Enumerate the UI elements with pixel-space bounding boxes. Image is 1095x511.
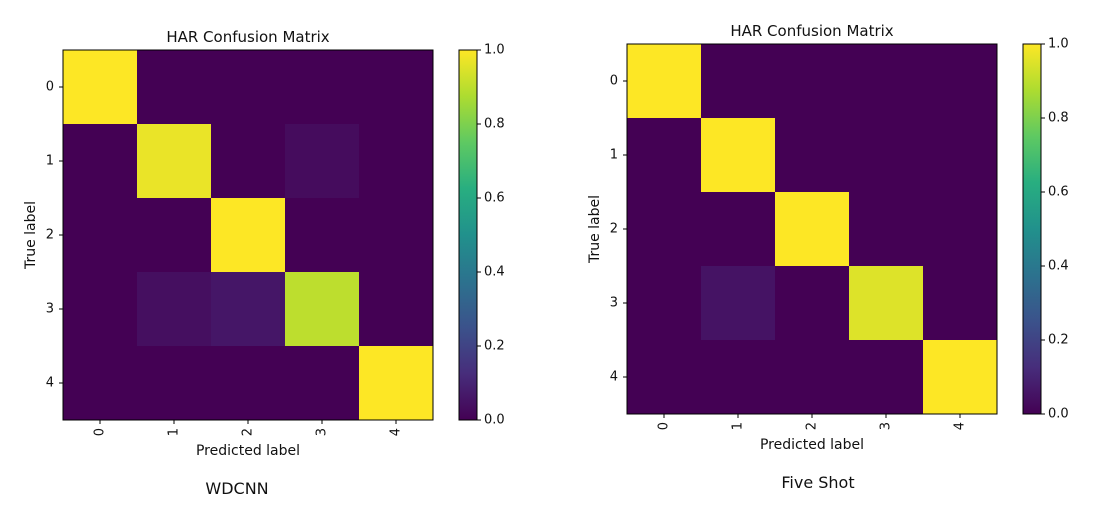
chart-1-colorbar-tick-label-4: 0.8 [484, 117, 505, 132]
chart-1-colorbar-tick-label-0: 0.0 [484, 413, 505, 428]
chart-1-colorbar-tick-label-3: 0.6 [484, 191, 505, 206]
chart-1-x-tick-label-4: 4 [389, 428, 404, 436]
chart-1-x-tick-label-2: 2 [241, 428, 256, 436]
chart-2-x-tick-label-1: 1 [731, 422, 746, 430]
chart-1-y-tick-label-3: 3 [46, 302, 54, 317]
chart-2-cell-r1-c4 [923, 118, 998, 193]
chart-2-colorbar-tick-label-1: 0.2 [1048, 333, 1069, 348]
chart-1-x-tick-label-0: 0 [93, 428, 108, 436]
chart-2-cell-r0-c1 [701, 44, 776, 119]
chart-2-cell-r2-c0 [627, 192, 702, 267]
chart-2-colorbar-tick-label-2: 0.4 [1048, 259, 1069, 274]
chart-2-y-tick-label-2: 2 [610, 222, 618, 237]
chart-1-cell-r3-c3 [285, 272, 360, 347]
chart-1-y-tick-label-2: 2 [46, 228, 54, 243]
chart-1-cell-r1-c4 [359, 124, 434, 199]
chart-2-cell-r4-c4 [923, 340, 998, 415]
caption-wdcnn: WDCNN [205, 479, 269, 498]
chart-2-cell-r2-c1 [701, 192, 776, 267]
chart-1-cell-r3-c2 [211, 272, 286, 347]
chart-1-cell-r4-c2 [211, 346, 286, 421]
chart-1-cell-r2-c1 [137, 198, 212, 273]
chart-2-cell-r3-c2 [775, 266, 850, 341]
chart-1-y-axis-label: True label [23, 201, 39, 270]
chart-2-x-tick-label-3: 3 [879, 422, 894, 430]
chart-2-cell-r1-c0 [627, 118, 702, 193]
chart-1-x-tick-label-3: 3 [315, 428, 330, 436]
chart-1-cell-r2-c4 [359, 198, 434, 273]
chart-1-x-tick-label-1: 1 [167, 428, 182, 436]
chart-2-colorbar-tick-label-4: 0.8 [1048, 111, 1069, 126]
chart-2-y-tick-label-3: 3 [610, 296, 618, 311]
chart-2-cell-r4-c0 [627, 340, 702, 415]
chart-2-cell-r3-c3 [849, 266, 924, 341]
chart-2-y-tick-label-1: 1 [610, 148, 618, 163]
chart-1-cell-r2-c0 [63, 198, 138, 273]
chart-1-colorbar-tick-label-2: 0.4 [484, 265, 505, 280]
chart-2-y-axis-label: True label [587, 195, 603, 264]
chart-1-cell-r4-c3 [285, 346, 360, 421]
chart-2-cell-r4-c1 [701, 340, 776, 415]
chart-2-cell-r4-c3 [849, 340, 924, 415]
chart-1-cell-r0-c3 [285, 50, 360, 125]
chart-1-colorbar [458, 49, 478, 421]
chart-2-cell-r2-c4 [923, 192, 998, 267]
chart-2-cell-r2-c3 [849, 192, 924, 267]
chart-2-title: HAR Confusion Matrix [730, 22, 893, 40]
chart-1-title: HAR Confusion Matrix [166, 28, 329, 46]
chart-2-cell-r1-c1 [701, 118, 776, 193]
chart-2-cell-r2-c2 [775, 192, 850, 267]
chart-1-colorbar-tick-label-1: 0.2 [484, 339, 505, 354]
chart-2-cell-r0-c2 [775, 44, 850, 119]
chart-1-y-tick-label-0: 0 [46, 80, 54, 95]
chart-1-cell-r4-c0 [63, 346, 138, 421]
chart-1-cell-r1-c1 [137, 124, 212, 199]
chart-1-cell-r2-c3 [285, 198, 360, 273]
chart-1-cell-r4-c4 [359, 346, 434, 421]
chart-2-y-tick-label-4: 4 [610, 370, 618, 385]
chart-2-colorbar-tick-label-3: 0.6 [1048, 185, 1069, 200]
chart-2-x-axis-label: Predicted label [760, 437, 864, 453]
chart-1-cell-r2-c2 [211, 198, 286, 273]
chart-2-cell-r0-c4 [923, 44, 998, 119]
chart-2-cell-r3-c4 [923, 266, 998, 341]
chart-1-colorbar-tick-label-5: 1.0 [484, 43, 505, 58]
chart-1-cell-r3-c4 [359, 272, 434, 347]
chart-2-y-tick-label-0: 0 [610, 74, 618, 89]
chart-2-cell-r1-c2 [775, 118, 850, 193]
chart-1-y-tick-label-1: 1 [46, 154, 54, 169]
chart-2-x-tick-label-2: 2 [805, 422, 820, 430]
chart-2-colorbar-tick-label-5: 1.0 [1048, 37, 1069, 52]
chart-2-colorbar-tick-label-0: 0.0 [1048, 407, 1069, 422]
chart-1-cell-r3-c1 [137, 272, 212, 347]
chart-1-cell-r0-c2 [211, 50, 286, 125]
chart-1-cell-r0-c4 [359, 50, 434, 125]
chart-1-cell-r0-c0 [63, 50, 138, 125]
chart-1-cell-r1-c3 [285, 124, 360, 199]
chart-2-x-tick-label-0: 0 [657, 422, 672, 430]
caption-five-shot: Five Shot [781, 473, 855, 492]
chart-2-cell-r4-c2 [775, 340, 850, 415]
chart-1-cell-r3-c0 [63, 272, 138, 347]
chart-1-x-axis-label: Predicted label [196, 443, 300, 459]
chart-2-x-tick-label-4: 4 [953, 422, 968, 430]
chart-1-cell-r1-c2 [211, 124, 286, 199]
chart-1-y-tick-label-4: 4 [46, 376, 54, 391]
chart-2-cell-r1-c3 [849, 118, 924, 193]
chart-2-cell-r0-c0 [627, 44, 702, 119]
chart-2-cell-r3-c0 [627, 266, 702, 341]
chart-2-cell-r0-c3 [849, 44, 924, 119]
chart-1-cell-r0-c1 [137, 50, 212, 125]
chart-1-cell-r1-c0 [63, 124, 138, 199]
chart-2-colorbar [1022, 43, 1042, 415]
chart-2-cell-r3-c1 [701, 266, 776, 341]
chart-1-cell-r4-c1 [137, 346, 212, 421]
